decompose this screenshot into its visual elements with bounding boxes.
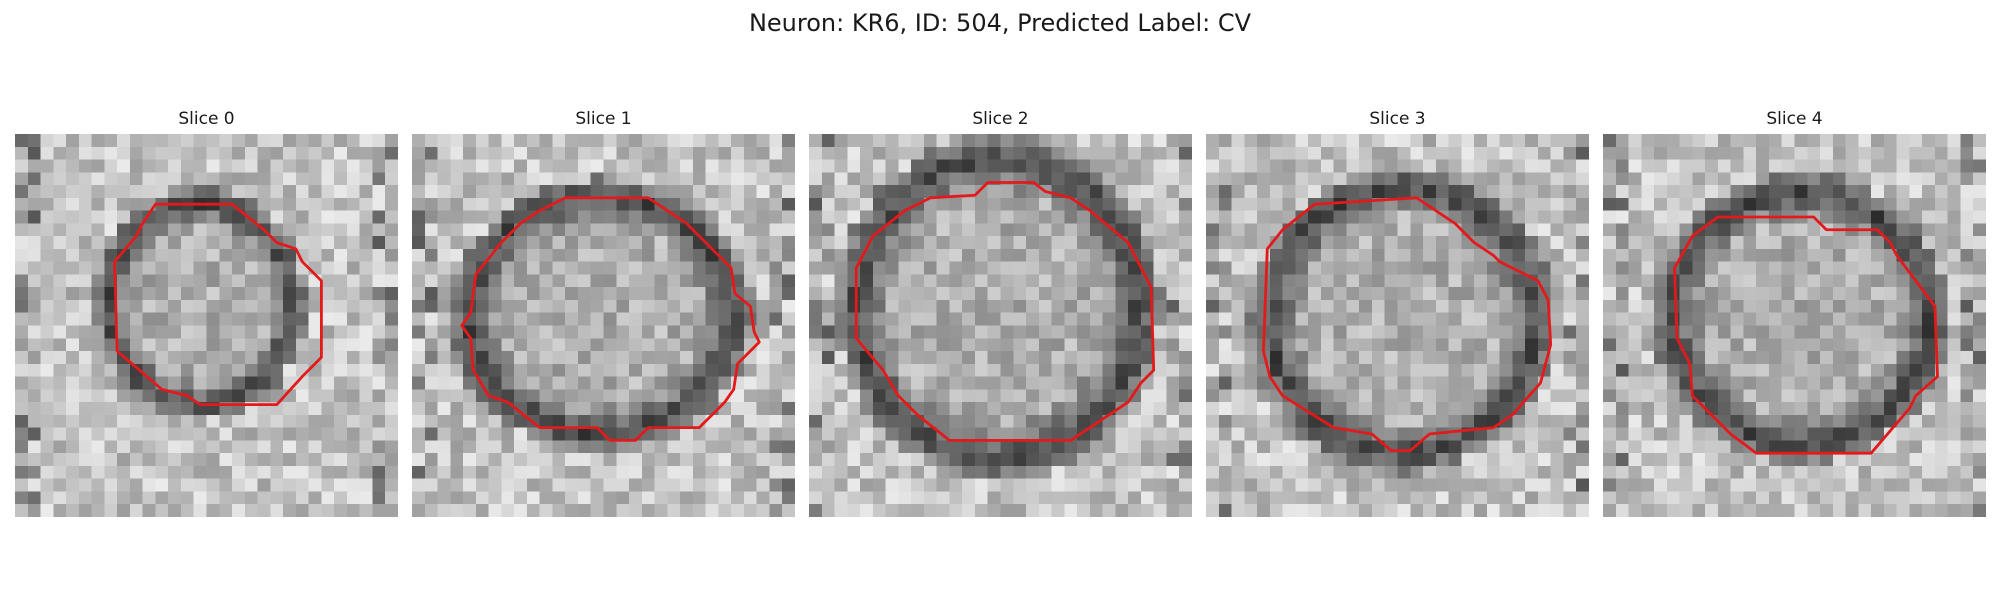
cell-contour [854, 181, 1156, 442]
slice-image [412, 134, 795, 517]
slice-panel-2: Slice 2 [809, 108, 1192, 517]
slice-image [1603, 134, 1986, 517]
slice-title: Slice 4 [1766, 109, 1823, 129]
slice-image [15, 134, 398, 517]
slice-image [809, 134, 1192, 517]
slice-panel-1: Slice 1 [412, 108, 795, 517]
slice-title: Slice 3 [1369, 109, 1426, 129]
cell-contour [113, 202, 323, 407]
slice-title: Slice 1 [575, 109, 632, 129]
slice-panel-0: Slice 0 [15, 108, 398, 517]
slice-title: Slice 0 [178, 109, 235, 129]
slice-image [1206, 134, 1589, 517]
cell-contour [460, 196, 761, 442]
cell-contour [1673, 215, 1939, 455]
cell-contour [1262, 196, 1553, 453]
figure-title: Neuron: KR6, ID: 504, Predicted Label: C… [748, 9, 1252, 37]
slice-panel-3: Slice 3 [1206, 108, 1589, 517]
slice-panel-4: Slice 4 [1603, 108, 1986, 517]
slice-title: Slice 2 [972, 109, 1029, 129]
